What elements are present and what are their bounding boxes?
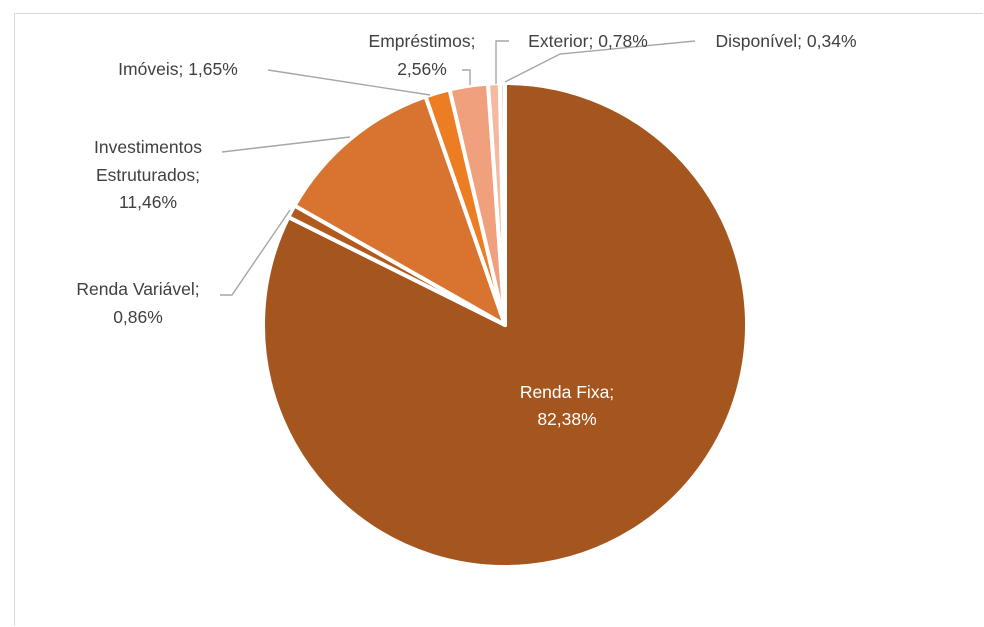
label-emprestimos: Empréstimos; <box>369 31 476 51</box>
label-exterior: Exterior; 0,78% <box>528 31 648 51</box>
value-renda-fixa: 82,38% <box>537 409 596 429</box>
label-renda-fixa: Renda Fixa; <box>520 382 614 402</box>
value-emprestimos: 2,56% <box>397 59 447 79</box>
label-imoveis: Imóveis; 1,65% <box>118 59 238 79</box>
label-renda-variavel: Renda Variável; <box>76 279 199 299</box>
chart-area <box>14 13 983 626</box>
pie-slices <box>261 81 749 569</box>
slice-disponivel <box>497 81 507 327</box>
label-estruturados: Estruturados; <box>96 165 200 185</box>
leader-line-renda-variavel <box>220 209 291 296</box>
leader-line-emprestimos <box>462 69 471 85</box>
leader-line-disponivel <box>504 40 696 83</box>
value-renda-variavel: 0,86% <box>113 307 163 327</box>
leader-line-exterior <box>495 40 509 84</box>
leader-line-investimentos <box>221 136 351 153</box>
leader-lines <box>220 40 696 296</box>
value-investimentos: 11,46% <box>119 192 177 212</box>
label-disponivel: Disponível; 0,34% <box>715 31 856 51</box>
slice-investimentos-estruturados <box>292 94 507 327</box>
data-labels: Renda Fixa; 82,38% Renda Variável; 0,86%… <box>76 31 856 429</box>
label-investimentos: Investimentos <box>94 137 202 157</box>
leader-line-imoveis <box>267 69 431 96</box>
